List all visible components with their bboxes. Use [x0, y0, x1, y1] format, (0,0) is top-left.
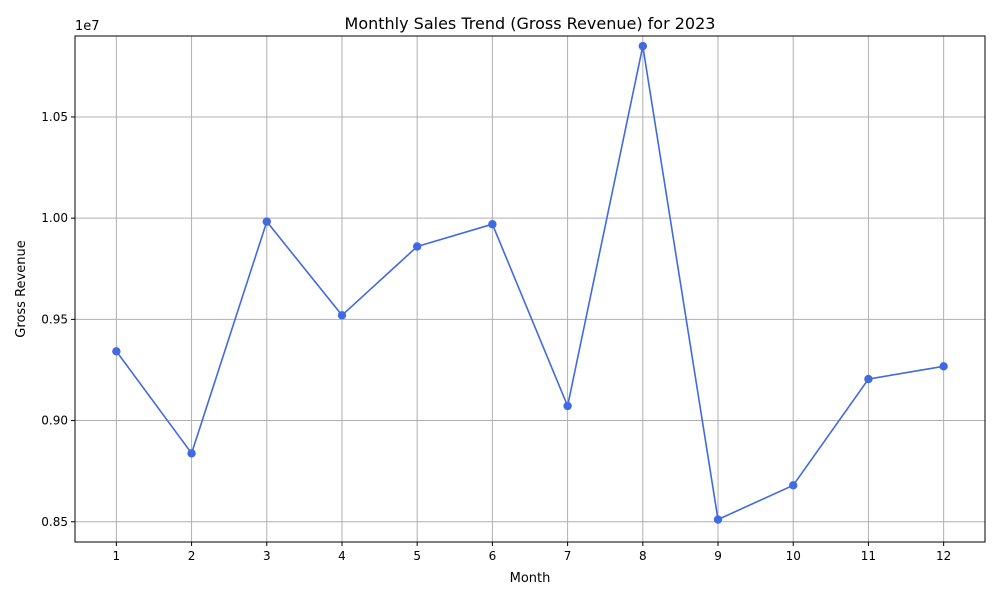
x-tick-label: 4: [338, 549, 346, 563]
y-axis-label: Gross Revenue: [14, 240, 29, 337]
y-tick-label: 0.90: [41, 414, 68, 428]
data-point-marker: [713, 515, 723, 524]
y-tick-label: 0.85: [41, 515, 68, 529]
data-point-marker: [488, 220, 497, 229]
x-axis-label: Month: [510, 571, 551, 586]
y-tick-label: 0.95: [41, 312, 68, 326]
series-line: [115, 45, 944, 521]
x-tick-label: 3: [263, 549, 271, 563]
y-axis-multiplier: 1e7: [75, 19, 100, 34]
data-point-marker: [112, 347, 121, 356]
data-point-marker: [412, 242, 422, 251]
series-layer: [112, 41, 948, 524]
x-tick-label: 5: [413, 549, 421, 563]
grid-layer: [75, 36, 985, 542]
x-tick-label: 9: [714, 549, 722, 563]
x-tick-label: 11: [861, 549, 876, 563]
plot-frame: [74, 35, 986, 543]
data-point-marker: [789, 481, 798, 490]
chart-title: Monthly Sales Trend (Gross Revenue) for …: [345, 14, 716, 33]
x-tick-label: 7: [564, 549, 572, 563]
data-point-marker: [262, 217, 271, 226]
x-tick-label: 8: [639, 549, 647, 563]
data-point-marker: [939, 362, 948, 371]
data-point-marker: [638, 41, 648, 51]
x-tick-label: 1: [113, 549, 121, 563]
x-tick-label: 6: [489, 549, 497, 563]
x-tick-label: 12: [936, 549, 951, 563]
y-tick-label: 1.05: [41, 110, 68, 124]
data-point-marker: [337, 311, 347, 320]
data-point-marker: [187, 449, 196, 458]
x-tick-label: 2: [188, 549, 196, 563]
y-tick-label: 1.00: [41, 211, 68, 225]
x-tick-label: 10: [786, 549, 801, 563]
data-point-marker: [563, 401, 572, 411]
tick-layer: 1 2 3 4 5 6 7 8 9 10 11 120.850.900.951.001.05: [41, 110, 951, 563]
data-point-marker: [864, 374, 873, 384]
